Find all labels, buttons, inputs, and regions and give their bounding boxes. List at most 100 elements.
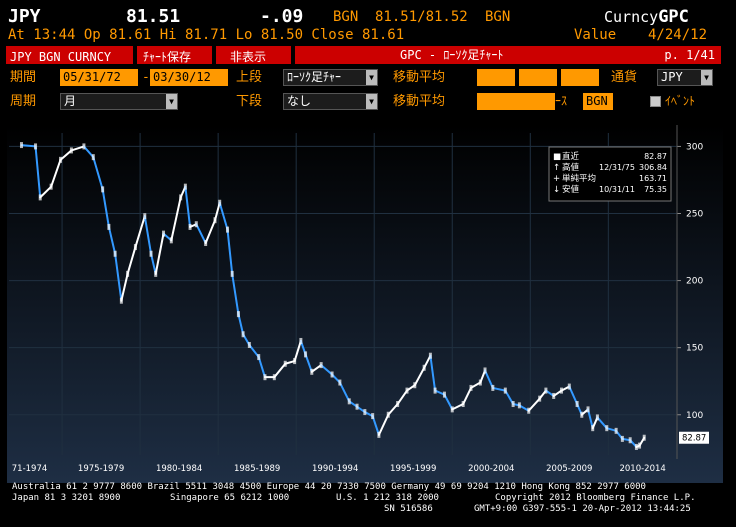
price-segment — [218, 201, 229, 231]
upper-panel-dropdown[interactable]: ﾛｰｿｸ足ﾁｬｰ ▼ — [283, 69, 378, 86]
source-field[interactable]: BGN — [583, 93, 613, 110]
price-segment — [50, 158, 62, 188]
candle — [310, 368, 314, 375]
candle — [126, 270, 130, 277]
price-segment — [387, 403, 399, 416]
candle — [154, 270, 158, 277]
price-segment — [518, 404, 530, 412]
legend-key-icon: ↑ — [553, 163, 560, 173]
legend-label: 単純平均 — [562, 173, 596, 184]
hide-label: 非表示 — [230, 50, 267, 64]
candle — [642, 434, 646, 441]
ma-field-1[interactable] — [477, 69, 515, 86]
candle — [304, 351, 308, 358]
lower-panel-value: なし — [287, 94, 312, 108]
y-tick-label: 200 — [686, 277, 703, 287]
currency-dropdown[interactable]: JPY ▼ — [657, 69, 713, 86]
x-tick-label: 1975-1979 — [78, 464, 124, 474]
period-label: 期間 — [10, 70, 37, 85]
cycle-dropdown[interactable]: 月 ▼ — [60, 93, 178, 110]
chevron-down-icon: ▼ — [366, 70, 377, 85]
candle — [230, 270, 234, 277]
candle — [517, 402, 521, 409]
cycle-label: 周期 — [10, 94, 37, 109]
candle — [330, 371, 334, 378]
event-checkbox[interactable] — [650, 96, 661, 107]
price-segment — [120, 272, 129, 302]
price-segment — [70, 145, 85, 152]
price-segment — [82, 145, 95, 159]
price-segment — [434, 389, 446, 396]
currency-value: JPY — [661, 70, 683, 84]
price-segment — [59, 149, 73, 161]
price-segment — [195, 223, 207, 245]
footer-us: U.S. 1 212 318 2000 — [336, 493, 439, 503]
legend-label: 直近 — [562, 151, 580, 162]
price-segment — [126, 246, 137, 275]
price-segment — [273, 362, 287, 379]
candle — [293, 358, 297, 365]
candle — [405, 387, 409, 394]
price-segment — [134, 215, 146, 249]
candle — [143, 213, 147, 220]
price-segment — [310, 364, 323, 373]
candle — [169, 237, 173, 244]
x-tick-label: 1995-1999 — [390, 464, 436, 474]
security-tab[interactable]: JPY BGN CURNCY — [6, 46, 133, 64]
price-segment — [257, 356, 266, 379]
start-date-field[interactable]: 05/31/72 — [60, 69, 138, 86]
x-tick-label: 1990-1994 — [312, 464, 358, 474]
upper-panel-label: 上段 — [236, 70, 263, 85]
candle — [567, 383, 571, 390]
ohlc-line: At 13:44 Op 81.61 Hi 81.71 Lo 81.50 Clos… — [8, 27, 405, 43]
price-segment — [114, 252, 123, 302]
value-label: Value — [574, 27, 617, 43]
candle — [204, 240, 208, 247]
candle — [188, 223, 192, 230]
legend-box — [548, 146, 672, 202]
footer-phone-line: Australia 61 2 9777 8600 Brazil 5511 304… — [12, 482, 646, 492]
legend-key-icon: ↓ — [553, 185, 560, 195]
ma-field-3[interactable] — [561, 69, 599, 86]
lower-panel-dropdown[interactable]: なし ▼ — [283, 93, 378, 110]
price-segment — [284, 360, 296, 365]
price-segment — [371, 415, 380, 436]
candle — [19, 142, 23, 149]
footer-japan: Japan 81 3 3201 8900 — [12, 493, 121, 503]
last-value-label: 82.87 — [682, 434, 706, 444]
candle — [257, 354, 261, 361]
legend-label: 安値 — [562, 184, 580, 195]
candle — [241, 331, 245, 338]
save-chart-button[interactable]: ﾁｬｰﾄ保存 — [137, 46, 212, 64]
price-chart: 300 250 200 150 100 71-1974 1975-1979 1980-198… — [7, 125, 723, 483]
candle — [133, 244, 137, 251]
hide-button[interactable]: 非表示 — [216, 46, 291, 64]
footer-singapore: Singapore 65 6212 1000 — [170, 493, 290, 503]
price-segment — [293, 339, 302, 363]
candle — [82, 143, 86, 150]
candle — [59, 156, 63, 163]
y-tick-label: 250 — [686, 210, 703, 220]
price-segment — [143, 215, 153, 255]
price-segment — [184, 185, 192, 228]
candle — [247, 341, 251, 348]
legend-value: 82.87 — [644, 152, 667, 161]
candle — [236, 311, 240, 318]
end-date-field[interactable]: 03/30/12 — [150, 69, 228, 86]
candle — [428, 352, 432, 359]
chevron-down-icon: ▼ — [701, 70, 712, 85]
curncy-prefix: Curncy — [604, 8, 659, 26]
candle — [69, 147, 73, 154]
ma-field-2[interactable] — [519, 69, 557, 86]
candle — [527, 407, 531, 414]
legend-value: 306.84 — [639, 163, 667, 172]
candle — [638, 442, 642, 449]
price-segment — [320, 364, 334, 376]
candle — [413, 382, 417, 389]
price-segment — [92, 156, 104, 191]
candle — [396, 401, 400, 408]
ma-lower-field[interactable] — [477, 93, 555, 110]
ticker: JPY — [8, 6, 41, 27]
candle — [591, 425, 595, 432]
price-segment — [587, 408, 594, 430]
